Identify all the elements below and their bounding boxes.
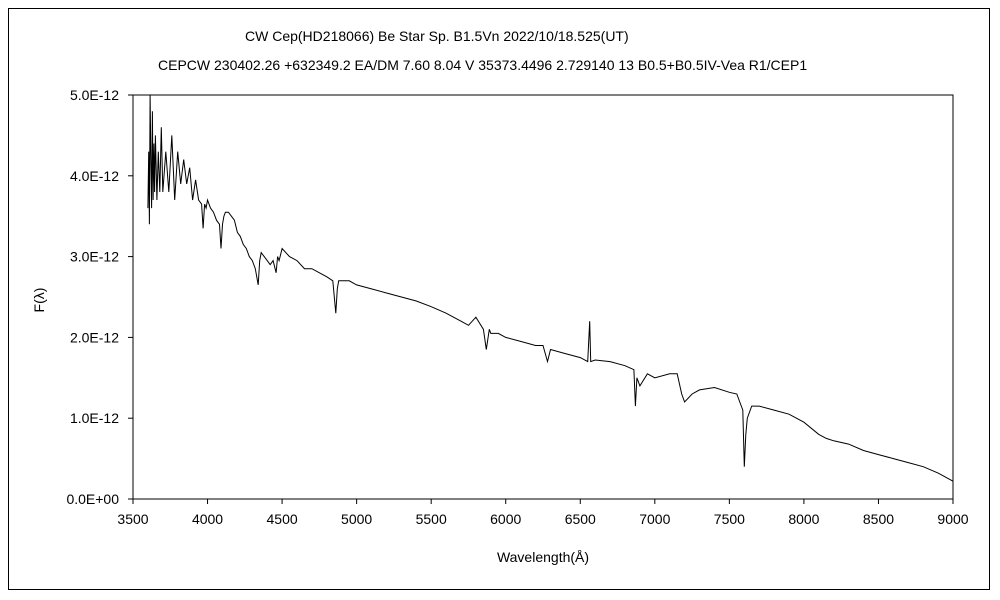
x-tick-label: 8500 bbox=[863, 511, 894, 527]
x-tick-label: 4000 bbox=[192, 511, 223, 527]
y-tick-label: 2.0E-12 bbox=[70, 329, 119, 345]
y-tick-label: 1.0E-12 bbox=[70, 410, 119, 426]
y-axis-label: F(λ) bbox=[31, 288, 47, 313]
x-tick-label: 3500 bbox=[117, 511, 148, 527]
y-tick-label: 0.0E+00 bbox=[66, 491, 119, 507]
chart-subtitle: CEPCW 230402.26 +632349.2 EA/DM 7.60 8.0… bbox=[158, 57, 808, 73]
x-tick-label: 5500 bbox=[416, 511, 447, 527]
x-tick-label: 6500 bbox=[565, 511, 596, 527]
y-tick-label: 4.0E-12 bbox=[70, 168, 119, 184]
x-tick-label: 5000 bbox=[341, 511, 372, 527]
x-tick-label: 4500 bbox=[267, 511, 298, 527]
plot-area bbox=[132, 94, 954, 500]
x-axis: 3500 4000 4500 5000 5500 6000 6500 7000 7500 8000… bbox=[117, 499, 969, 527]
x-axis-label: Wavelength(Å) bbox=[497, 549, 589, 565]
x-tick-label: 7000 bbox=[639, 511, 670, 527]
x-tick-label: 9000 bbox=[937, 511, 968, 527]
y-tick-label: 5.0E-12 bbox=[70, 87, 119, 103]
y-tick-label: 3.0E-12 bbox=[70, 249, 119, 265]
x-tick-label: 8000 bbox=[788, 511, 819, 527]
spectrum-line bbox=[147, 94, 954, 482]
x-tick-label: 6000 bbox=[490, 511, 521, 527]
y-axis: 0.0E+00 1.0E-12 2.0E-12 3.0E-12 4.0E-12 5.0E-… bbox=[66, 87, 133, 507]
x-tick-label: 7500 bbox=[714, 511, 745, 527]
chart-title: CW Cep(HD218066) Be Star Sp. B1.5Vn 2022… bbox=[245, 28, 629, 44]
chart-frame bbox=[8, 8, 990, 590]
